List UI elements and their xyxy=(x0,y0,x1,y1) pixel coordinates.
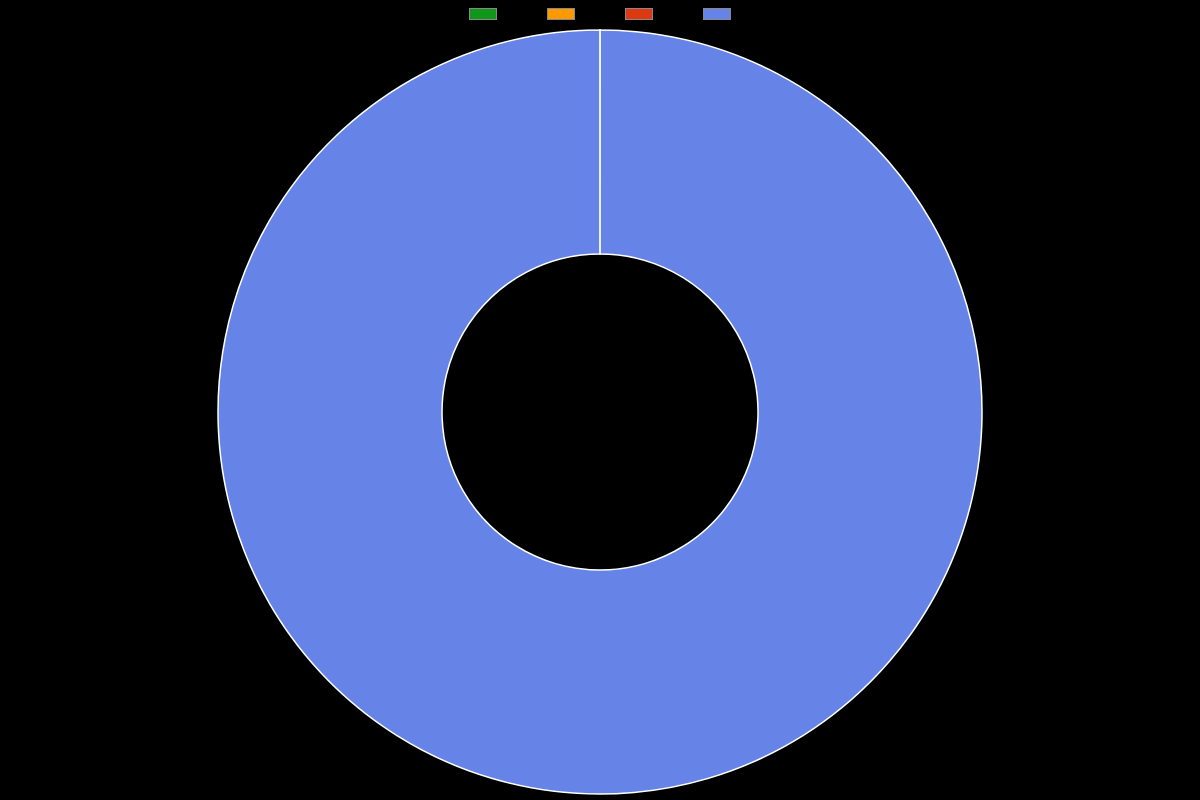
legend-swatch-1 xyxy=(547,8,575,20)
legend-item-2[interactable] xyxy=(625,8,653,20)
donut-chart xyxy=(0,24,1200,800)
donut-svg xyxy=(0,24,1200,800)
legend-swatch-2 xyxy=(625,8,653,20)
legend-item-1[interactable] xyxy=(547,8,575,20)
legend xyxy=(469,8,731,20)
legend-swatch-3 xyxy=(703,8,731,20)
legend-swatch-0 xyxy=(469,8,497,20)
legend-item-3[interactable] xyxy=(703,8,731,20)
legend-item-0[interactable] xyxy=(469,8,497,20)
